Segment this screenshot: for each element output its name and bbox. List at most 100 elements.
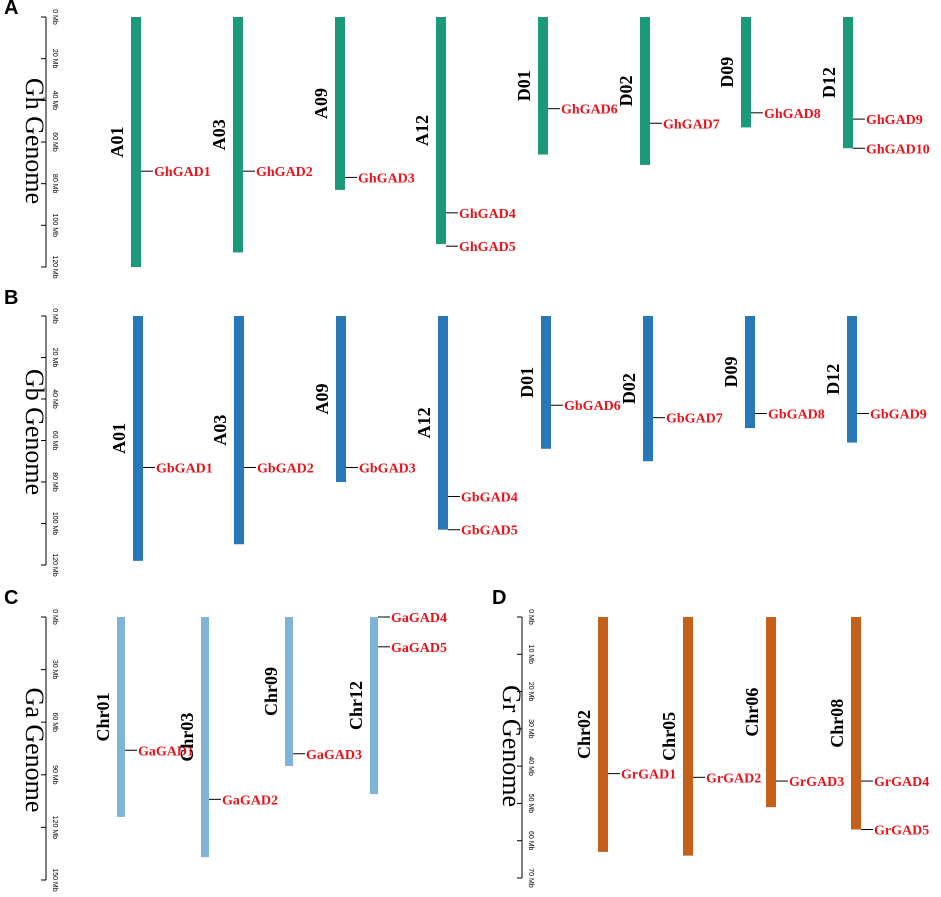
genome-title: Gh Genome: [20, 78, 49, 204]
scale-tick-label: 100 Mb: [51, 512, 58, 535]
scale-tick-label: 90 Mb: [51, 765, 58, 785]
gene-label: GrGAD4: [874, 775, 929, 790]
chromosome-chr01: Chr01 GaGAD1: [93, 617, 194, 817]
chromosome-bar: [640, 17, 650, 165]
chromosome-bar: [598, 617, 608, 852]
panel-letter: C: [4, 587, 18, 609]
chromosome-label: A03: [210, 415, 230, 446]
gene-label: GaGAD1: [138, 744, 194, 759]
gene-label: GrGAD1: [621, 768, 676, 783]
scale-tick-label: 60 Mb: [527, 831, 534, 851]
chromosome-label: A12: [412, 115, 432, 146]
chromosome-chr08: Chr08 GrGAD4 GrGAD5: [827, 617, 929, 839]
panel-b: B Gb Genome 0 Mb 20 Mb 40 Mb 60 Mb 80 Mb 100 Mb…: [4, 287, 927, 577]
chromosome-d02: D02 GhGAD7: [616, 17, 720, 165]
chromosome-label: D12: [823, 364, 843, 395]
chromosome-bar: [766, 617, 776, 808]
chromosome-label: Chr06: [742, 688, 762, 737]
chromosome-a01: A01 GbGAD1: [109, 316, 213, 561]
chromosome-bar: [643, 316, 653, 462]
panel-letter: D: [492, 587, 506, 609]
chromosome-chr02: Chr02 GrGAD1: [574, 617, 676, 852]
chromosome-bar: [745, 316, 755, 429]
chromosome-chr05: Chr05 GrGAD2: [659, 617, 761, 856]
genome-title: Ga Genome: [20, 688, 49, 813]
scale-tick-label: 10 Mb: [527, 645, 534, 665]
genome-title: Gb Genome: [20, 369, 49, 495]
chromosome-label: Chr09: [261, 667, 281, 716]
chromosome-a03: A03 GbGAD2: [210, 316, 314, 545]
gene-label: GhGAD1: [154, 165, 211, 180]
gene-label: GaGAD2: [222, 793, 278, 808]
chromosome-label: Chr03: [177, 713, 197, 762]
scale-tick-label: 0 Mb: [51, 9, 58, 25]
scale-tick-label: 0 Mb: [51, 308, 58, 324]
chromosome-label: D09: [717, 57, 737, 88]
scale-tick-label: 120 Mb: [51, 816, 58, 839]
scale-tick-label: 0 Mb: [51, 609, 58, 625]
gene-label: GbGAD5: [461, 524, 518, 539]
scale-tick-label: 40 Mb: [51, 91, 58, 111]
chromosome-a09: A09 GbGAD3: [312, 316, 416, 482]
chromosome-d01: D01 GhGAD6: [514, 17, 618, 155]
chromosome-label: D02: [616, 75, 636, 106]
gene-label: GbGAD4: [461, 491, 518, 506]
gene-label: GbGAD1: [156, 461, 213, 476]
chromosome-label: A01: [107, 127, 127, 158]
chromosome-bar: [683, 617, 693, 856]
chromosome-label: A03: [209, 119, 229, 150]
panel-letter: A: [4, 0, 18, 19]
scale-tick-label: 20 Mb: [51, 348, 58, 368]
chromosome-label: A09: [312, 384, 332, 415]
chromosome-d12: D12 GhGAD9 GhGAD10: [819, 17, 930, 157]
scale-tick-label: 80 Mb: [51, 174, 58, 194]
scale-tick-label: 60 Mb: [51, 132, 58, 152]
chromosome-bar: [336, 316, 346, 482]
scale-tick-label: 30 Mb: [527, 719, 534, 739]
chromosome-bar: [233, 17, 243, 253]
chromosome-bar: [133, 316, 143, 561]
gene-label: GrGAD3: [789, 775, 844, 790]
chromosome-chr06: Chr06 GrGAD3: [742, 617, 844, 808]
scale-tick-label: 80 Mb: [51, 472, 58, 492]
chromosome-chr09: Chr09 GaGAD3: [261, 617, 362, 767]
chromosome-label: A01: [109, 423, 129, 454]
chromosome-label: D12: [819, 67, 839, 98]
chromosome-label: D02: [619, 373, 639, 404]
gene-label: GhGAD8: [764, 107, 821, 122]
chromosome-bar: [131, 17, 141, 267]
gene-label: GbGAD2: [257, 461, 314, 476]
scale-tick-label: 120 Mb: [51, 553, 58, 576]
gene-label: GbGAD6: [564, 399, 621, 414]
chromosome-label: D01: [514, 70, 534, 101]
chromosome-a01: A01 GhGAD1: [107, 17, 211, 267]
scale-tick-label: 60 Mb: [51, 712, 58, 732]
chromosome-bar: [847, 316, 857, 443]
panel-letter: B: [4, 287, 18, 309]
chromosome-label: D09: [721, 357, 741, 388]
scale-tick-label: 100 Mb: [51, 214, 58, 237]
chromosome-chr12: Chr12 GaGAD4 GaGAD5: [346, 611, 447, 795]
chromosome-a12: A12 GbGAD4 GbGAD5: [414, 316, 518, 539]
chromosome-d09: D09 GbGAD8: [721, 316, 825, 429]
gene-label: GhGAD6: [561, 103, 618, 118]
chromosome-d12: D12 GbGAD9: [823, 316, 927, 443]
gene-label: GrGAD2: [706, 771, 761, 786]
chromosome-bar: [335, 17, 345, 190]
chromosome-label: A12: [414, 407, 434, 438]
chromosome-label: A09: [311, 88, 331, 119]
scale-tick-label: 30 Mb: [51, 660, 58, 680]
chromosome-chr03: Chr03 GaGAD2: [177, 617, 278, 858]
gene-label: GhGAD10: [866, 142, 930, 157]
chromosome-label: Chr08: [827, 699, 847, 748]
chromosome-bar: [117, 617, 125, 817]
chromosome-a03: A03 GhGAD2: [209, 17, 313, 253]
chromosome-bar: [843, 17, 853, 149]
chromosome-d02: D02 GbGAD7: [619, 316, 723, 462]
chromosome-a09: A09 GhGAD3: [311, 17, 415, 190]
chromosome-bar: [201, 617, 209, 858]
scale-tick-label: 60 Mb: [51, 431, 58, 451]
gene-label: GhGAD9: [866, 113, 923, 128]
chromosome-bar: [285, 617, 293, 767]
